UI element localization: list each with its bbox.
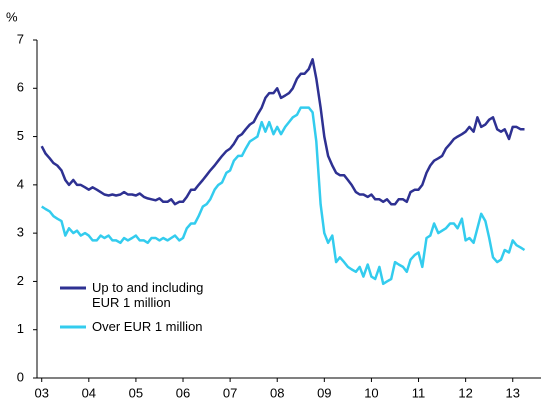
y-tick-label: 3 — [17, 225, 24, 240]
x-tick-label: 05 — [129, 385, 143, 400]
series-line — [40, 58, 525, 206]
x-tick-label: 06 — [176, 385, 190, 400]
y-tick-label: 5 — [17, 128, 24, 143]
y-tick-label: 2 — [17, 273, 24, 288]
x-tick-label: 07 — [223, 385, 237, 400]
x-tick-label: 08 — [270, 385, 284, 400]
x-tick-label: 11 — [412, 385, 426, 400]
x-tick-label: 12 — [458, 385, 472, 400]
legend-label: Over EUR 1 million — [92, 319, 203, 334]
y-tick-label: 0 — [17, 369, 24, 384]
x-tick-label: 04 — [82, 385, 96, 400]
x-tick-label: 13 — [506, 385, 520, 400]
x-tick-label: 10 — [364, 385, 378, 400]
x-tick-label: 09 — [317, 385, 331, 400]
y-tick-label: 1 — [17, 321, 24, 336]
y-tick-label: 6 — [17, 80, 24, 95]
y-tick-label: 7 — [17, 31, 24, 46]
y-unit-label: % — [6, 9, 18, 24]
x-tick-label: 03 — [34, 385, 48, 400]
y-tick-label: 4 — [17, 176, 24, 191]
series-line — [41, 106, 526, 286]
legend-label: Up to and including EUR 1 million — [92, 280, 204, 310]
